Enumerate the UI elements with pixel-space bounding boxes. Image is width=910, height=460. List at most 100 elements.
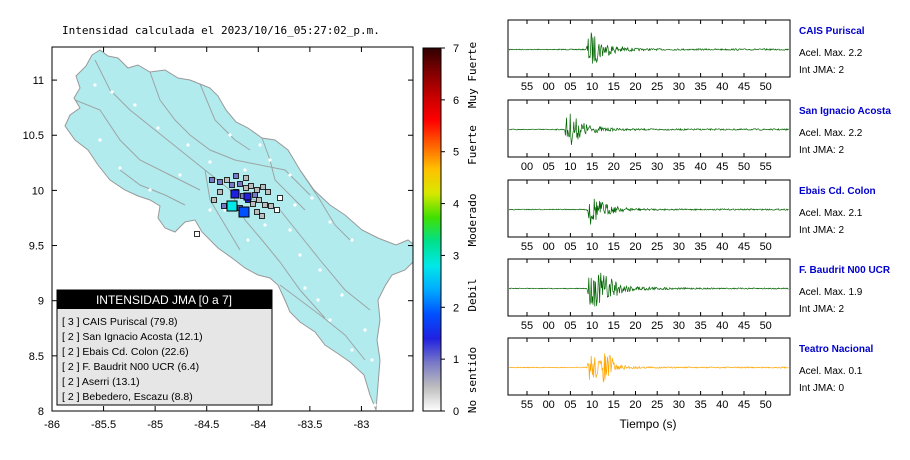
towns-layer <box>93 83 377 407</box>
waveform-tick: 05 <box>564 241 576 253</box>
station-name: Ebais Cd. Colon <box>799 186 876 197</box>
waveform-tick: 00 <box>543 399 555 411</box>
map-x-tick: -83.5 <box>297 419 322 431</box>
waveform-tick: 00 <box>543 241 555 253</box>
waveform-tick: 25 <box>651 320 663 332</box>
waveform-tick: 15 <box>608 241 620 253</box>
colorbar-tick: 7 <box>453 43 459 55</box>
waveform-tick: 15 <box>608 320 620 332</box>
colorbar-tick: 4 <box>453 199 459 211</box>
waveform-tick: 55 <box>521 399 533 411</box>
waveform-tick: 00 <box>521 161 533 173</box>
waveform-tick: 50 <box>760 241 772 253</box>
waveform-tick: 45 <box>738 320 750 332</box>
station-name: Teatro Nacional <box>799 344 873 355</box>
waveform-tick: 30 <box>651 161 663 173</box>
waveform-trace <box>508 198 789 225</box>
waveform-trace <box>508 353 789 383</box>
intensity-colorbar: 0 1 2 3 4 5 6 7 No sentido Debil Moderado Fuerte Mu… <box>422 42 479 418</box>
waveform-tick: 00 <box>543 81 555 93</box>
waveform-trace <box>508 272 789 307</box>
colorbar-tick: 1 <box>453 354 459 366</box>
map-x-tick: -86 <box>44 419 60 431</box>
waveform-tick: 35 <box>694 320 706 332</box>
waveform-trace <box>508 32 789 64</box>
map-panel: -86 -85.5 -85 -84.5 -84 -83.5 -83 11 10.5 10 9.5 9 8… <box>23 46 414 431</box>
waveform-tick: 25 <box>651 399 663 411</box>
waveform-tick: 55 <box>521 241 533 253</box>
waveform-tick: 05 <box>543 161 555 173</box>
waveform-tick: 45 <box>738 241 750 253</box>
waveform-tick: 40 <box>716 81 728 93</box>
station-name: San Ignacio Acosta <box>799 106 891 117</box>
roads-layer <box>74 59 371 361</box>
waveform-tick: 20 <box>629 81 641 93</box>
waveform-tick: 40 <box>716 399 728 411</box>
waveform-tick: 10 <box>586 241 598 253</box>
station-name: F. Baudrit N00 UCR <box>799 265 891 276</box>
colorbar-label: Muy Fuerte <box>466 42 479 108</box>
station-markers <box>194 173 283 237</box>
station-name: CAIS Puriscal <box>799 26 865 37</box>
map-x-tick: -83 <box>353 419 369 431</box>
station-accel: Acel. Max. 0.1 <box>799 366 863 377</box>
waveform-tick: 30 <box>673 81 685 93</box>
station-jma: Int JMA: 2 <box>799 145 844 156</box>
map-y-tick: 8 <box>38 406 44 418</box>
waveform-panel: 00 05 10 15 20 25 30 35 40 45 50 55 San Ignacio Acos… <box>507 99 891 173</box>
waveform-tick: 10 <box>586 320 598 332</box>
waveform-tick: 10 <box>564 161 576 173</box>
waveform-tick: 30 <box>673 320 685 332</box>
map-title: Intensidad calculada el 2023/10/16_05:27… <box>62 24 380 37</box>
map-y-tick: 9.5 <box>29 241 44 253</box>
waveform-panel: 55 00 05 10 15 20 25 30 35 40 45 50 Ebais Cd. Colon A… <box>507 179 876 253</box>
station-accel: Acel. Max. 2.1 <box>799 208 863 219</box>
waveform-tick: 45 <box>738 81 750 93</box>
legend-item: [ 2 ] Aserri (13.1) <box>62 376 140 388</box>
legend-title: INTENSIDAD JMA [0 a 7] <box>96 293 232 307</box>
waveform-trace <box>508 113 789 145</box>
waveform-tick: 25 <box>651 81 663 93</box>
map-y-tick: 10 <box>32 185 44 197</box>
waveform-tick: 45 <box>738 399 750 411</box>
waveform-tick: 30 <box>673 399 685 411</box>
waveform-tick: 35 <box>694 241 706 253</box>
waveform-tick: 00 <box>543 320 555 332</box>
waveform-tick: 20 <box>629 241 641 253</box>
map-x-tick: -85 <box>147 419 163 431</box>
waveform-tick: 55 <box>760 161 772 173</box>
waveform-tick: 55 <box>521 81 533 93</box>
colorbar-tick: 6 <box>453 95 459 107</box>
waveform-panel: 55 00 05 10 15 20 25 30 35 40 45 50 CAIS Puriscal Ace… <box>507 19 865 93</box>
waveform-tick: 10 <box>586 399 598 411</box>
colorbar-label: Fuerte <box>466 125 479 165</box>
waveform-tick: 05 <box>564 320 576 332</box>
waveform-tick: 50 <box>738 161 750 173</box>
colorbar-tick: 0 <box>453 406 459 418</box>
waveform-tick: 15 <box>586 161 598 173</box>
waveform-tick: 25 <box>651 241 663 253</box>
waveform-tick: 40 <box>716 241 728 253</box>
colorbar-label: Moderado <box>466 194 479 247</box>
time-axis-label: Tiempo (s) <box>620 417 677 431</box>
waveform-tick: 35 <box>694 399 706 411</box>
map-y-tick: 10.5 <box>23 130 44 142</box>
colorbar-tick: 3 <box>453 250 459 262</box>
waveform-panels: 55 00 05 10 15 20 25 30 35 40 45 50 CAIS Puriscal Ace… <box>507 19 891 411</box>
intensity-legend: INTENSIDAD JMA [0 a 7] [ 3 ] CAIS Purisc… <box>56 289 273 406</box>
map-y-tick: 11 <box>33 75 44 87</box>
waveform-tick: 25 <box>629 161 641 173</box>
waveform-tick: 20 <box>608 161 620 173</box>
waveform-tick: 35 <box>673 161 685 173</box>
legend-item: [ 2 ] San Ignacio Acosta (12.1) <box>62 331 203 343</box>
map-y-tick: 9 <box>38 296 44 308</box>
station-jma: Int JMA: 2 <box>799 304 844 315</box>
colorbar-tick: 5 <box>453 147 459 159</box>
waveform-tick: 55 <box>521 320 533 332</box>
waveform-tick: 40 <box>694 161 706 173</box>
waveform-tick: 40 <box>716 320 728 332</box>
waveform-tick: 50 <box>760 399 772 411</box>
legend-item: [ 2 ] F. Baudrit N00 UCR (6.4) <box>62 361 199 373</box>
legend-item: [ 3 ] CAIS Puriscal (79.8) <box>62 316 178 328</box>
